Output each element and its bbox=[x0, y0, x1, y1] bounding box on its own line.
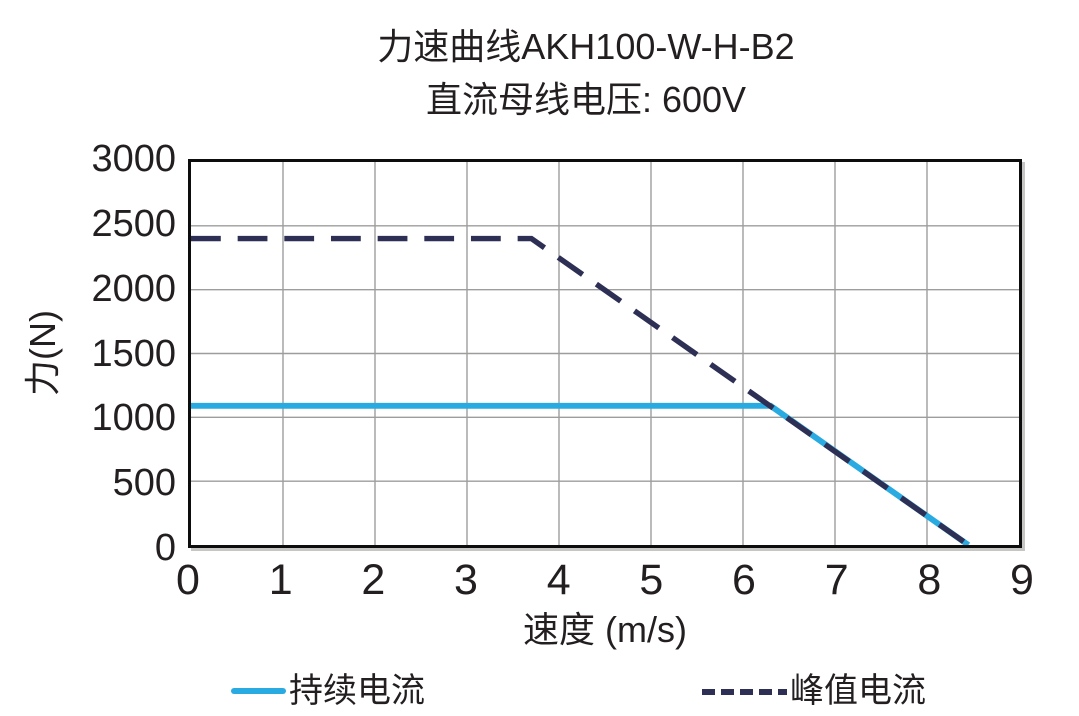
x-tick-label: 5 bbox=[639, 556, 664, 604]
legend-swatch-continuous-current bbox=[231, 688, 286, 694]
y-tick-label: 1500 bbox=[91, 332, 176, 375]
chart-title-line2: 直流母线电压: 600V bbox=[425, 79, 747, 120]
x-tick-label: 9 bbox=[1010, 556, 1034, 604]
x-tick-label: 4 bbox=[546, 556, 571, 604]
legend-label-continuous-current: 持续电流 bbox=[289, 672, 425, 710]
x-tick-label: 0 bbox=[176, 556, 200, 604]
x-tick-label: 7 bbox=[824, 556, 849, 604]
legend-label-peak-current: 峰值电流 bbox=[790, 672, 926, 710]
plot-area bbox=[188, 159, 1022, 548]
y-tick-label: 1000 bbox=[91, 397, 176, 440]
plot-svg bbox=[191, 162, 1019, 545]
continuous-current-line bbox=[191, 402, 971, 545]
y-tick-label: 3000 bbox=[91, 138, 176, 180]
chart-title-line1: 力速曲线AKH100-W-H-B2 bbox=[377, 26, 795, 67]
chart-title: 力速曲线AKH100-W-H-B2 直流母线电压: 600V bbox=[150, 20, 1022, 126]
x-tick-label: 6 bbox=[732, 556, 756, 604]
y-tick-label: 500 bbox=[112, 462, 176, 505]
y-tick-label: 2000 bbox=[91, 267, 176, 310]
peak-current-line bbox=[191, 235, 970, 545]
x-tick-label: 8 bbox=[917, 556, 942, 604]
y-tick-label: 2500 bbox=[91, 202, 176, 245]
x-axis-label: 速度 (m/s) bbox=[523, 609, 687, 650]
x-tick-label: 3 bbox=[454, 556, 478, 604]
legend-swatch-peak-current bbox=[702, 689, 787, 695]
y-tick-label: 0 bbox=[154, 527, 176, 569]
x-tick-label: 2 bbox=[361, 556, 386, 604]
x-tick-label: 1 bbox=[268, 556, 293, 604]
